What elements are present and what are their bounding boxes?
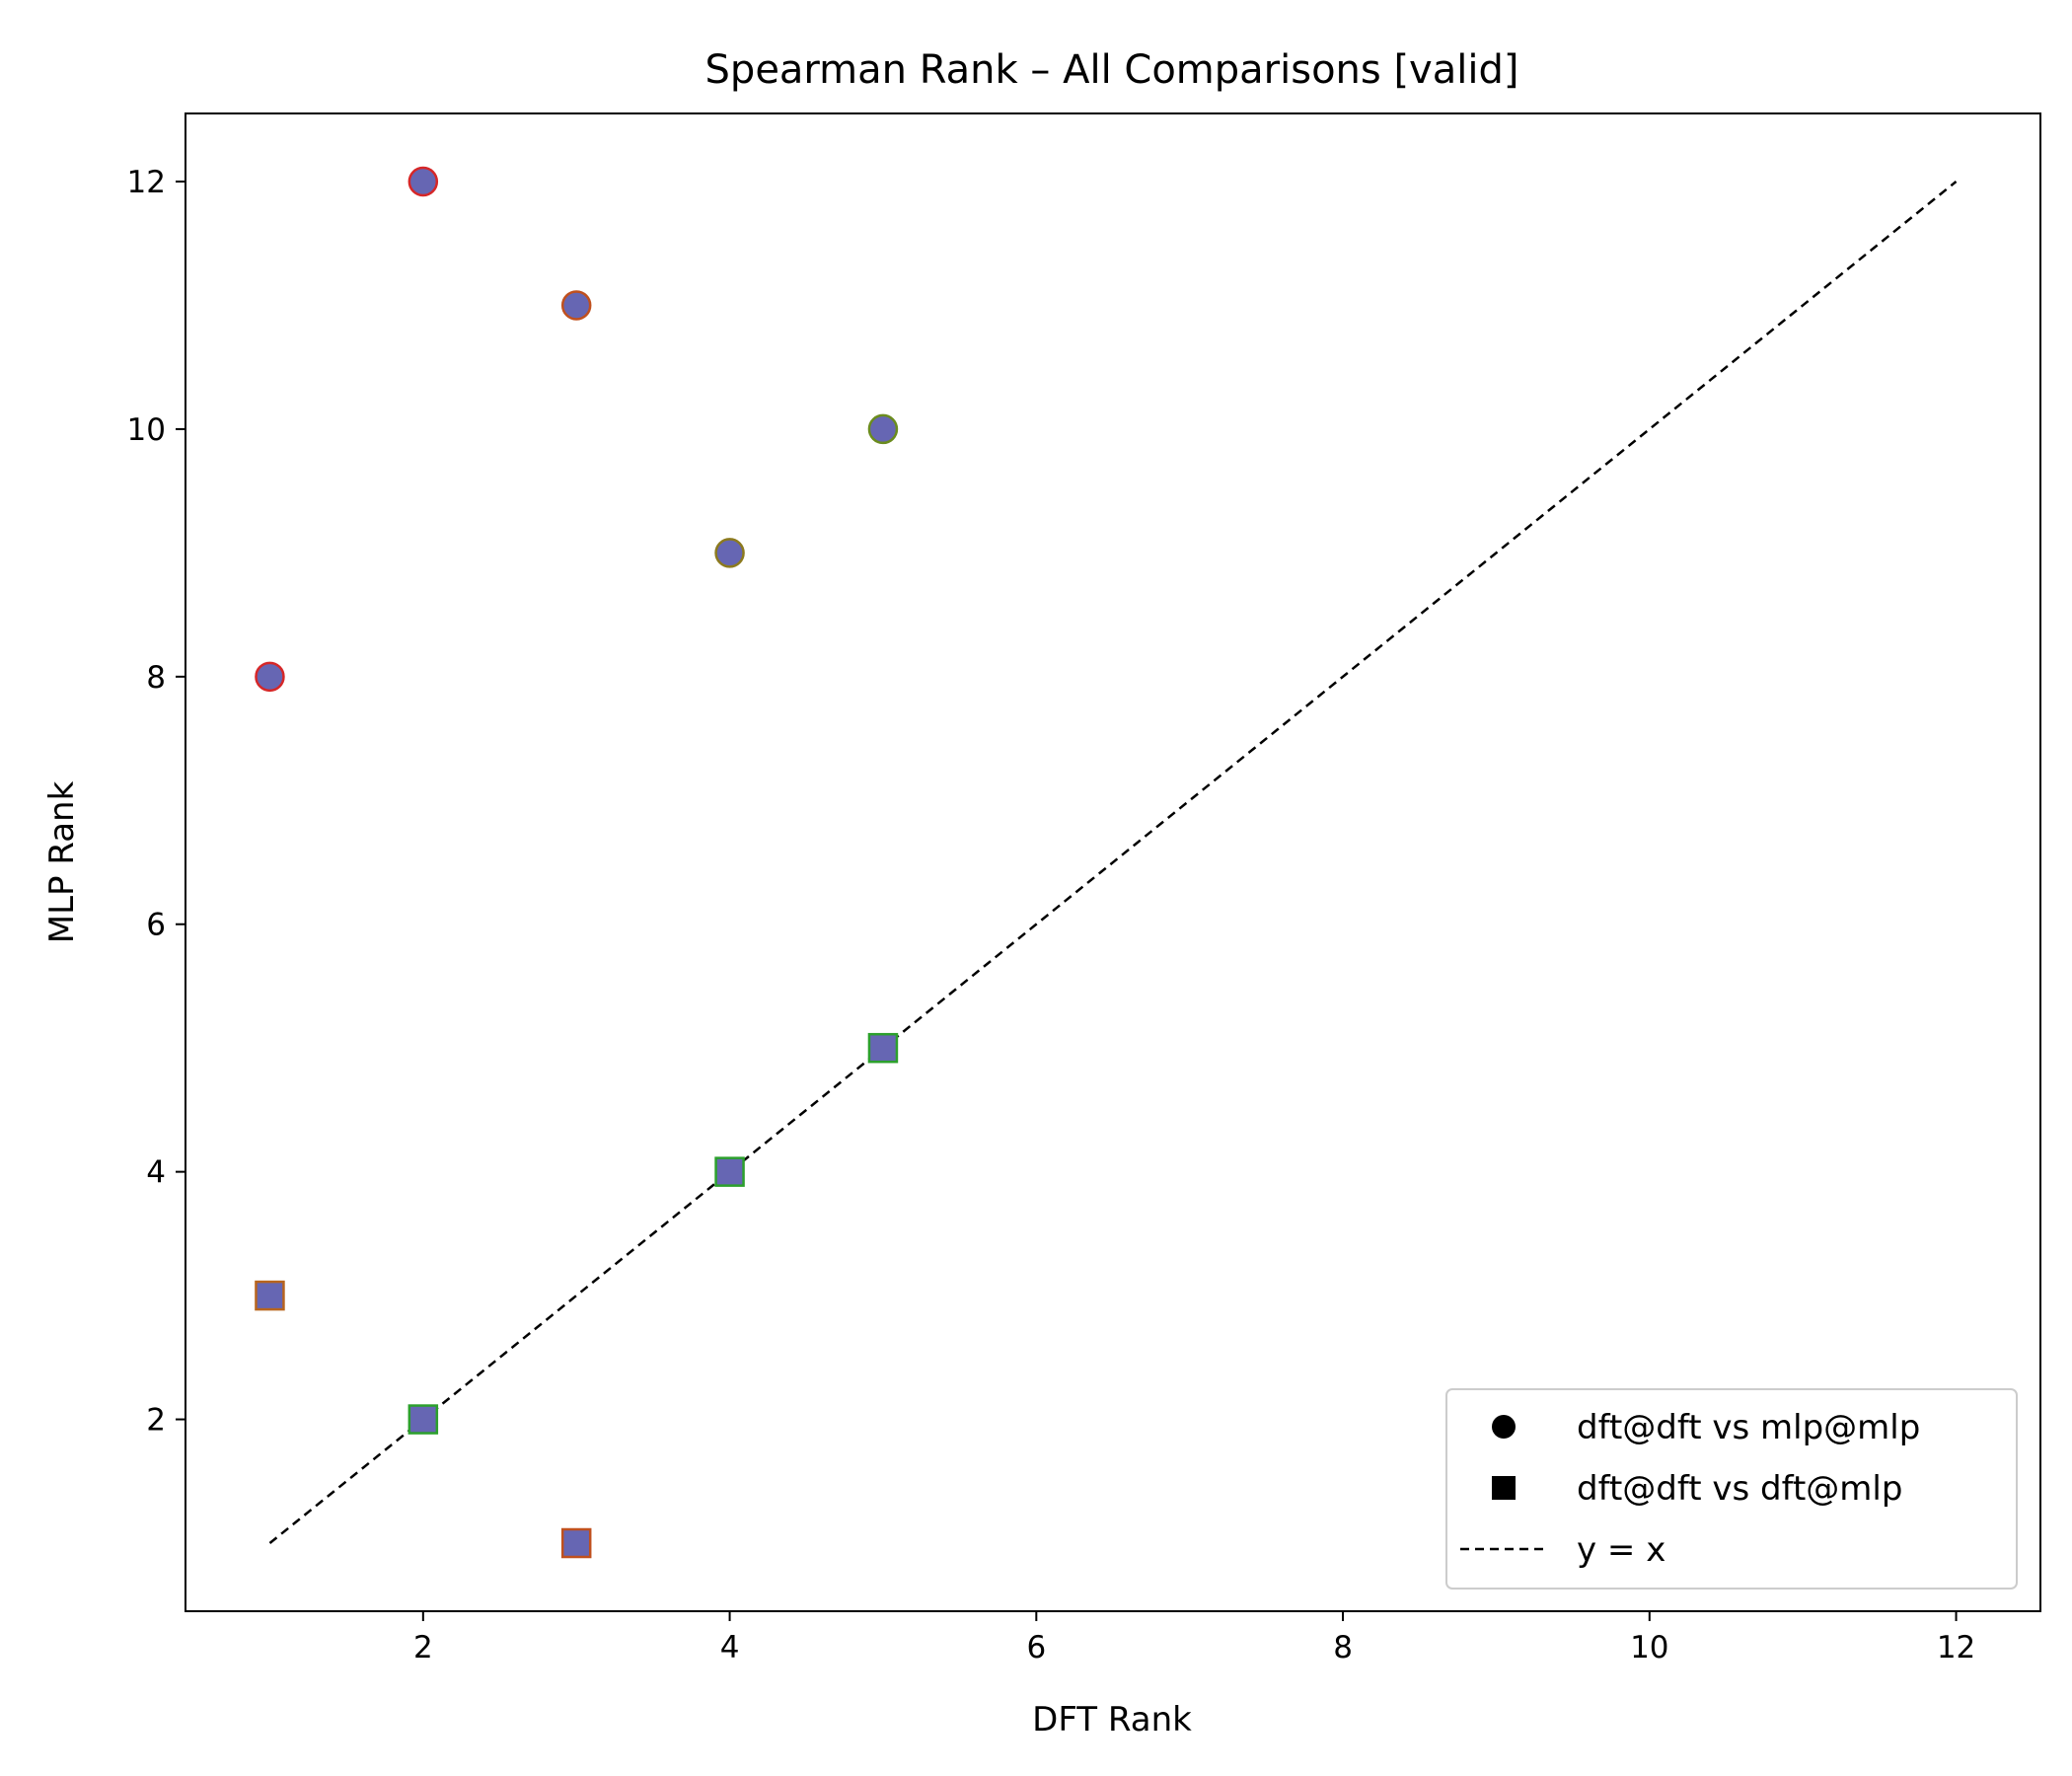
circle-point-4 [714,538,745,568]
chart-title: Spearman Rank – All Comparisons [valid] [705,47,1519,93]
legend-label-circle: dft@dft vs mlp@mlp [1577,1408,1920,1447]
legend-label-square: dft@dft vs dft@mlp [1577,1469,1902,1509]
y-tick-label: 10 [127,412,166,448]
square-point-1 [255,1280,285,1311]
circle-point-2 [407,166,439,197]
x-tick-label: 12 [1937,1630,1975,1665]
circle-point-1 [255,661,285,693]
square-point-5 [867,1032,899,1064]
y-axis-label: MLP Rank [42,780,82,943]
y-tick-label: 2 [146,1403,166,1439]
square-point-4 [714,1156,745,1187]
x-tick-label: 4 [720,1630,740,1665]
y-tick-label: 6 [146,908,166,943]
legend-box [1445,1388,2018,1590]
x-axis-label: DFT Rank [1032,1700,1192,1739]
legend: dft@dft vs mlp@mlp dft@dft vs dft@mlp y … [1445,1388,2018,1590]
x-tick-label: 6 [1026,1630,1046,1665]
square-point-3 [560,1527,592,1559]
legend-square-marker [1492,1476,1516,1500]
reference-line-y-equals-x [268,181,1958,1544]
x-tick-label: 8 [1333,1630,1353,1665]
legend-circle-marker [1492,1415,1516,1439]
x-tick-label: 2 [413,1630,433,1665]
plot-frame [185,112,2041,1612]
circle-point-5 [867,413,899,445]
y-tick-label: 8 [146,660,166,696]
circle-point-3 [560,290,592,321]
y-tick-label: 4 [146,1155,166,1191]
legend-label-line: y = x [1577,1530,1665,1570]
x-tick-label: 10 [1630,1630,1668,1665]
square-point-2 [407,1404,439,1435]
y-tick-label: 12 [127,165,166,200]
